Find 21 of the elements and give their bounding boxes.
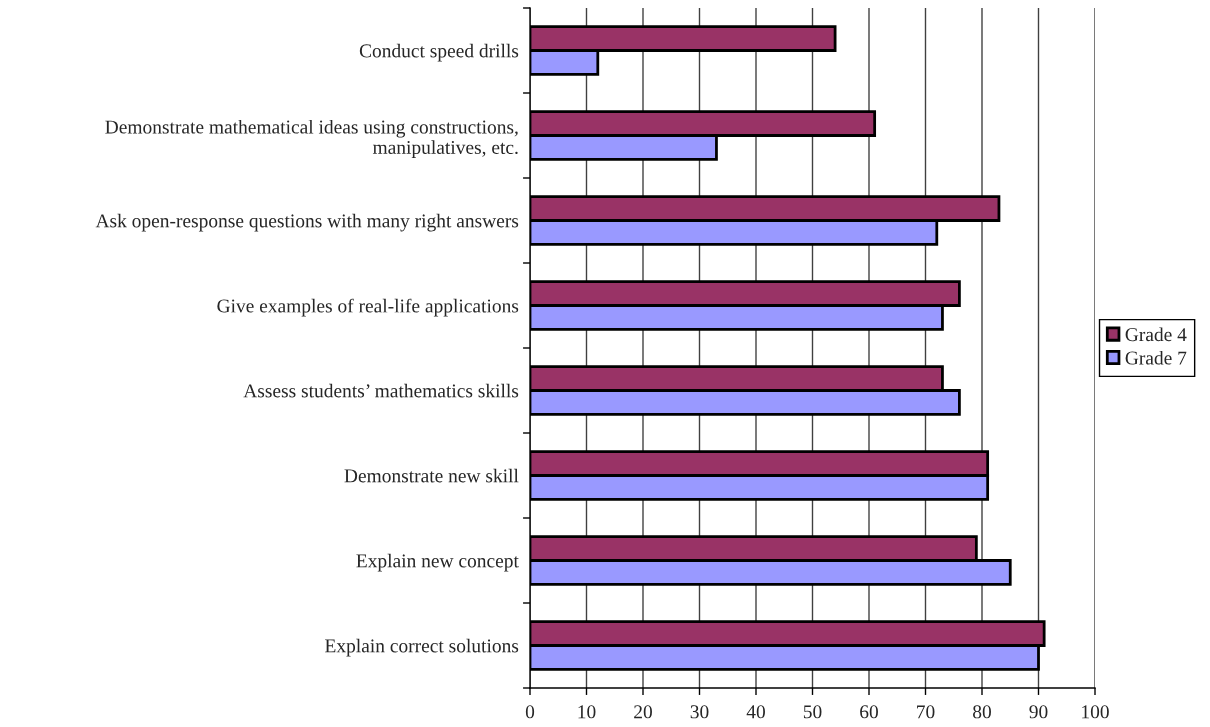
x-tick-label: 100 — [1082, 705, 1109, 719]
y-tick-label: Explain new concept — [356, 553, 519, 572]
x-tick-label: 0 — [525, 705, 535, 719]
x-tick-label: 30 — [690, 705, 709, 719]
x-tick-label: 90 — [1029, 705, 1048, 719]
x-tick-label: 10 — [578, 705, 596, 719]
x-tick-label: 80 — [973, 705, 991, 719]
y-tick-label: Ask open-response questions with many right answers — [95, 213, 519, 232]
y-tick-label: Conduct speed drills — [359, 43, 519, 62]
x-tick-label: 40 — [746, 705, 765, 719]
y-tick-label: Explain correct solutions — [325, 638, 519, 657]
legend-label: Grade 7 — [1125, 350, 1187, 365]
x-tick-label: 60 — [860, 705, 878, 719]
legend-label: Grade 4 — [1125, 327, 1187, 342]
x-tick-label: 20 — [634, 705, 652, 719]
y-tick-label: Give examples of real-life applications — [217, 298, 519, 317]
y-tick-label: Demonstrate new skill — [344, 468, 519, 483]
y-tick-label: Assess students’ mathematics skills — [243, 383, 519, 398]
x-tick-label: 70 — [917, 705, 935, 719]
y-tick-label: Demonstrate mathematical ideas using constructions, manipulatives, etc. — [105, 119, 518, 158]
x-tick-label: 50 — [803, 705, 822, 719]
